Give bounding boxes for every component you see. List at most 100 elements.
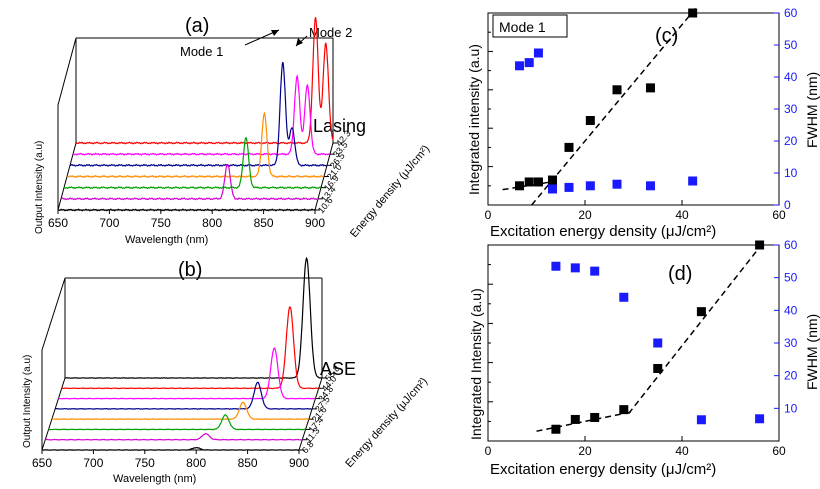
- x-tick-label: 850: [238, 456, 258, 470]
- x-tick-label: 650: [48, 216, 68, 230]
- fit-line: [628, 240, 766, 415]
- spectrum-curve: [63, 136, 322, 190]
- x-tick-label: 20: [578, 208, 592, 222]
- spectrum-curve: [75, 17, 334, 145]
- intensity-point: [590, 412, 600, 422]
- spectrum-curve: [72, 74, 331, 156]
- y2-tick-label: 60: [784, 6, 798, 20]
- x-tick-label: 850: [254, 216, 274, 230]
- x-tick-label: 650: [32, 456, 52, 470]
- fwhm-point: [585, 181, 595, 191]
- x-tick-label: 60: [772, 208, 786, 222]
- panel-a-y-axis-label: Output Intensity (a.u): [34, 141, 45, 234]
- spectrum-curve: [61, 305, 319, 390]
- intensity-point: [619, 405, 629, 415]
- x-tick-label: 700: [83, 456, 103, 470]
- x-tick-label: 700: [99, 216, 119, 230]
- y2-tick-label: 50: [784, 38, 798, 52]
- spectrum-curve: [41, 446, 300, 451]
- panel-b-x-axis-label: Wavelength (nm): [113, 473, 196, 485]
- panel-c-y2-axis-label: FWHM (nm): [804, 72, 820, 148]
- x-tick-label: 40: [675, 444, 689, 458]
- spectrum-curve: [55, 381, 313, 410]
- panel-d-intensity-fwhm-ase: (d) Integrated Intensity (a.u) FWHM (nm)…: [468, 238, 820, 478]
- intensity-point: [696, 307, 706, 317]
- spectrum-curve: [58, 347, 316, 400]
- intensity-point: [524, 177, 534, 187]
- intensity-point: [645, 83, 655, 93]
- bottom-left-depth-edge: [41, 377, 66, 451]
- mode1-box-label: Mode 1: [499, 19, 546, 35]
- y2-tick-label: 60: [784, 238, 798, 252]
- y2-tick-label: 50: [784, 271, 798, 285]
- fwhm-point: [653, 338, 663, 348]
- fwhm-point: [645, 181, 655, 191]
- x-tick-label: 750: [135, 456, 155, 470]
- fwhm-point: [590, 266, 600, 276]
- spectrum-curve: [61, 163, 319, 201]
- intensity-point: [548, 175, 558, 185]
- y2-tick-label: 10: [784, 166, 798, 180]
- panel-c-x-axis-label: Excitation energy density (μJ/cm²): [490, 223, 716, 240]
- mode1-legend-box: [492, 14, 568, 38]
- panel-c-label: (c): [655, 25, 678, 47]
- panel-a-z-axis-label: Energy density (μJ/cm²): [348, 143, 432, 240]
- x-tick-label: 40: [675, 208, 689, 222]
- mode1-label: Mode 1: [180, 44, 223, 59]
- fwhm-point: [564, 182, 574, 192]
- y2-tick-label: 30: [784, 336, 798, 350]
- lasing-label: Lasing: [313, 116, 366, 136]
- fit-line: [536, 410, 634, 432]
- top-left-back-edge: [57, 37, 77, 106]
- y2-tick-label: 0: [784, 198, 791, 212]
- fwhm-point: [755, 414, 765, 424]
- top-left-back-edge: [41, 277, 66, 351]
- x-tick-label: 800: [202, 216, 222, 230]
- panel-b-label: (b): [178, 259, 202, 281]
- panel-a-x-axis-label: Wavelength (nm): [125, 234, 208, 246]
- panel-d-y2-axis-label: FWHM (nm): [804, 314, 820, 390]
- fwhm-point: [524, 58, 534, 68]
- fwhm-point: [619, 292, 629, 302]
- intensity-point: [564, 142, 574, 152]
- panel-b-ase-spectra: (b) ASE Output Intensity (a.u) Wavelengt…: [22, 256, 430, 485]
- spectrum-curve: [57, 208, 316, 212]
- fwhm-point: [612, 179, 622, 189]
- panel-a-lasing-spectra: (a) Lasing Mode 1 Mode 2 Output Intensit…: [34, 15, 432, 246]
- x-tick-label: 60: [772, 444, 786, 458]
- intensity-point: [515, 181, 525, 191]
- panel-c-y-axis-label: Integrated intensity (a.u): [466, 44, 482, 195]
- spectrum-curve: [69, 61, 328, 167]
- intensity-point: [533, 177, 543, 187]
- x-tick-label: 0: [485, 208, 492, 222]
- panel-c-intensity-fwhm-lasing: (c) Mode 1 Integrated intensity (a.u) FW…: [466, 6, 820, 240]
- x-tick-label: 800: [186, 456, 206, 470]
- spectrum-curve: [45, 432, 303, 441]
- fwhm-point: [551, 261, 561, 271]
- y2-tick-label: 30: [784, 102, 798, 116]
- intensity-point: [585, 116, 595, 126]
- intensity-point: [612, 85, 622, 95]
- mode2-arrow-head: [296, 38, 303, 46]
- plot-frame: [487, 12, 780, 206]
- panel-d-y-axis-label: Integrated Intensity (a.u): [468, 288, 484, 440]
- fwhm-point: [515, 61, 525, 71]
- panel-d-label: (d): [668, 263, 692, 285]
- intensity-point: [570, 414, 580, 424]
- x-tick-label: 750: [151, 216, 171, 230]
- fit-line: [531, 6, 698, 206]
- x-tick-label: 0: [485, 444, 492, 458]
- y2-tick-label: 40: [784, 303, 798, 317]
- y2-tick-label: 10: [784, 401, 798, 415]
- fwhm-point: [688, 176, 698, 186]
- fwhm-point: [570, 263, 580, 273]
- intensity-point: [551, 424, 561, 434]
- depth-axis: [298, 377, 323, 451]
- x-tick-label: 900: [305, 216, 325, 230]
- spectrum-curve: [51, 401, 309, 421]
- x-tick-label: 900: [289, 456, 309, 470]
- panel-a-label: (a): [185, 15, 209, 37]
- intensity-point: [755, 240, 765, 250]
- mode2-label: Mode 2: [309, 25, 352, 40]
